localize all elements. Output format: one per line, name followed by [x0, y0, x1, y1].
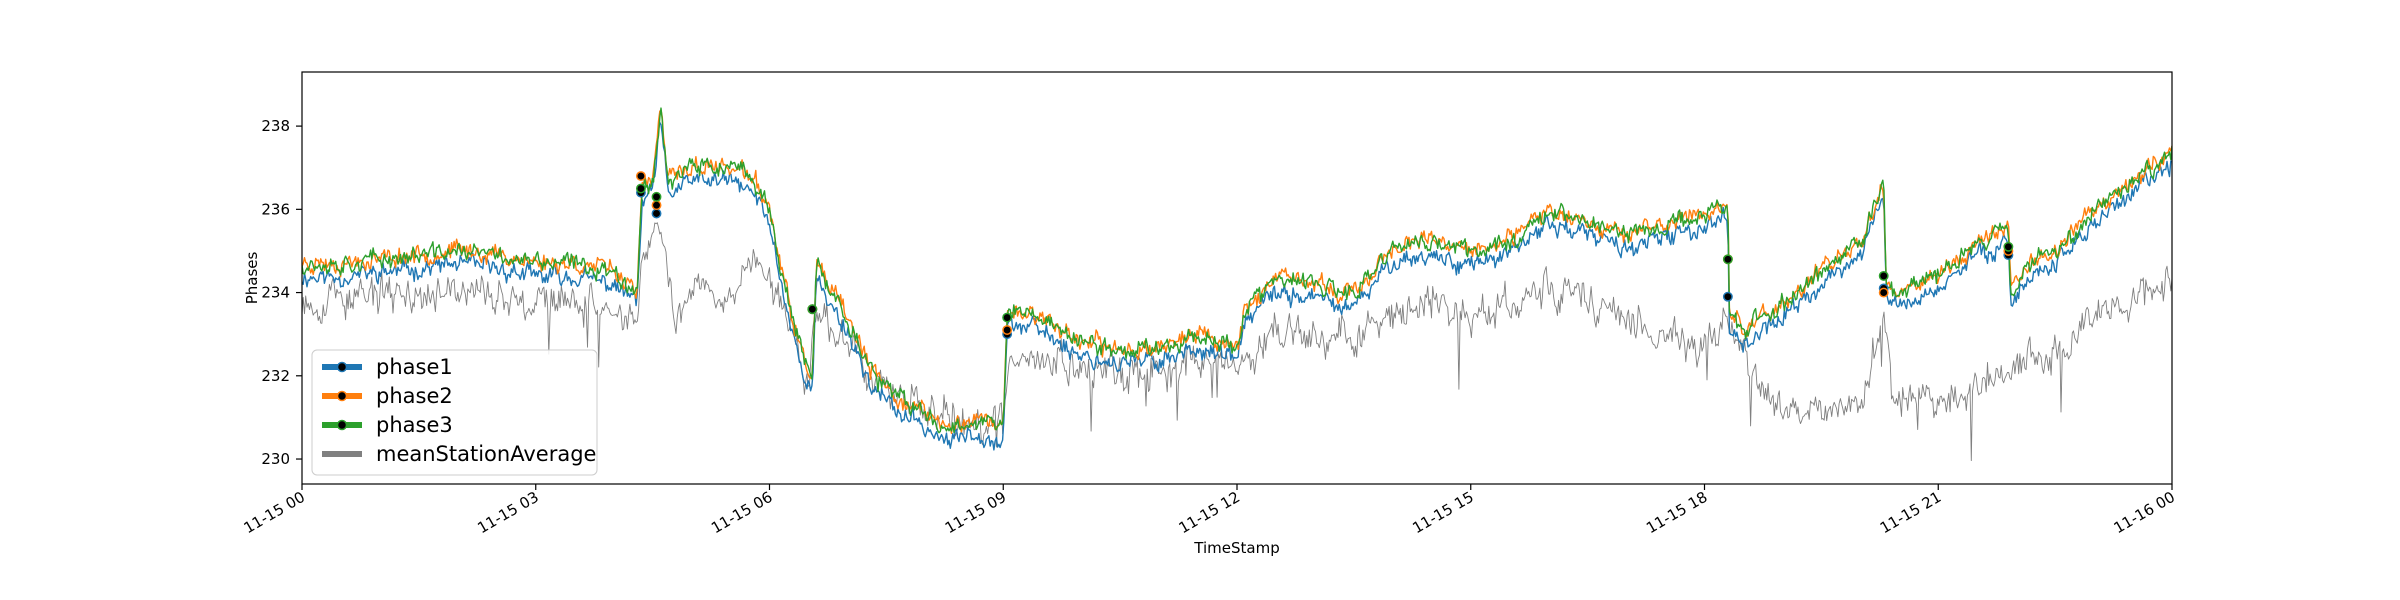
x-axis-label: TimeStamp — [1193, 539, 1279, 557]
series-line-meanStationAverage — [302, 222, 2172, 462]
x-tick-label: 11-15 00 — [241, 488, 308, 537]
x-tick-label: 11-15 06 — [708, 488, 775, 537]
y-tick-label: 238 — [261, 117, 290, 135]
x-tick-label: 11-15 18 — [1643, 488, 1710, 537]
y-tick-label: 234 — [261, 284, 290, 302]
x-axis: 11-15 00 11-15 03 11-15 06 11-15 09 11-15 12… — [241, 484, 2178, 537]
marker-layer — [635, 171, 2014, 340]
marker-phase2 — [1002, 325, 1013, 335]
series-line-phase3 — [302, 107, 2172, 434]
marker-phase3 — [635, 183, 646, 194]
legend-label-meanStationAverage: meanStationAverage — [376, 442, 596, 466]
legend-marker-phase3 — [336, 419, 348, 431]
x-tick-label: 11-15 03 — [474, 488, 541, 537]
legend-label-phase1: phase1 — [376, 355, 453, 379]
y-tick-label: 236 — [261, 200, 290, 218]
legend-label-phase3: phase3 — [376, 413, 453, 437]
marker-phase2 — [1878, 287, 1889, 298]
legend-label-phase2: phase2 — [376, 384, 453, 408]
legend-box — [311, 349, 598, 476]
y-tick-label: 230 — [261, 450, 290, 468]
marker-phase3 — [1722, 254, 1733, 265]
x-tick-label: 11-16 00 — [2111, 488, 2178, 537]
legend: phase1 phase2 phase3 meanStationAverage — [311, 349, 598, 476]
x-tick-label: 11-15 09 — [942, 488, 1009, 537]
x-tick-label: 11-15 12 — [1176, 488, 1243, 537]
marker-phase1 — [1722, 291, 1733, 302]
series-line-phase1 — [302, 121, 2172, 451]
marker-phase1 — [651, 208, 662, 219]
x-tick-label: 11-15 15 — [1409, 488, 1476, 537]
legend-marker-phase1 — [336, 361, 348, 373]
y-axis-label: Phases — [243, 252, 261, 305]
marker-phase3 — [2003, 241, 2014, 252]
y-tick-label: 232 — [261, 367, 290, 385]
series-layer — [302, 107, 2172, 462]
marker-phase3 — [807, 304, 818, 315]
y-axis: 230 232 234 236 238 — [261, 117, 302, 468]
legend-marker-phase2 — [336, 390, 348, 402]
marker-phase2 — [651, 200, 662, 211]
marker-phase2 — [635, 171, 646, 181]
marker-phase3 — [1002, 312, 1013, 323]
x-tick-label: 11-15 21 — [1877, 488, 1944, 537]
marker-phase3 — [1878, 270, 1889, 281]
marker-phase3 — [651, 191, 662, 202]
